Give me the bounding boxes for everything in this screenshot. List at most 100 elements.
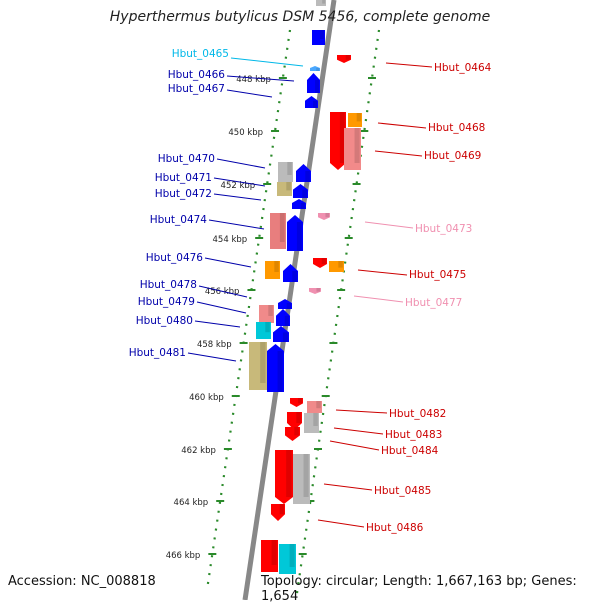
ruler-tick-label: 458 kbp: [197, 340, 232, 350]
gene-label-hbut-0481[interactable]: Hbut_0481: [129, 347, 186, 359]
forward-feature-shade: [316, 68, 320, 71]
gene-label-hbut-0486[interactable]: Hbut_0486: [366, 522, 424, 534]
reverse-feature-shape: [330, 112, 346, 170]
gene-leader-line: [329, 440, 380, 451]
gene-label-hbut-0473[interactable]: Hbut_0473: [415, 223, 472, 235]
gene-label-hbut-0484[interactable]: Hbut_0484: [381, 445, 439, 457]
forward-feature-shade: [305, 171, 310, 182]
gene-leader-line: [208, 219, 265, 230]
gene-label-hbut-0477[interactable]: Hbut_0477: [405, 297, 462, 309]
gene-label-hbut-0483[interactable]: Hbut_0483: [385, 429, 442, 441]
feature-khaki-shade: [260, 342, 266, 383]
forward-feature-shade: [315, 80, 319, 93]
forward-feature-shade: [302, 189, 307, 198]
gene-label-hbut-0476[interactable]: Hbut_0476: [146, 252, 204, 264]
gene-label-hbut-0475[interactable]: Hbut_0475: [409, 269, 466, 281]
reverse-feature-shape: [285, 427, 300, 441]
forward-feature: [312, 30, 325, 45]
forward-feature-shade: [284, 315, 289, 326]
reverse-feature: [271, 504, 285, 521]
gene-label-hbut-0474[interactable]: Hbut_0474: [150, 214, 208, 226]
gene-label-hbut-0470[interactable]: Hbut_0470: [158, 153, 215, 165]
feature-cyan-shape: [279, 544, 296, 574]
gene-leader-line: [216, 158, 266, 169]
forward-feature: [296, 164, 311, 182]
forward-feature-shade: [296, 222, 302, 251]
forward-feature-shade: [292, 271, 297, 282]
gene-label-hbut-0464[interactable]: Hbut_0464: [434, 62, 492, 74]
forward-feature-shade: [277, 351, 283, 392]
feature-grey-shade: [313, 413, 318, 426]
reverse-feature: [330, 112, 346, 170]
forward-feature: [287, 215, 303, 251]
feature-pink: [270, 213, 286, 249]
forward-feature-shape: [273, 326, 289, 342]
gene-label-hbut-0468[interactable]: Hbut_0468: [428, 122, 485, 134]
gene-label-hbut-0469[interactable]: Hbut_0469: [424, 150, 481, 162]
feature-grey-shape: [304, 413, 319, 433]
gene-leader-line: [353, 295, 404, 303]
gene-leader-line: [230, 57, 304, 67]
reverse-feature-shape: [337, 55, 351, 63]
ruler-tick-label: 450 kbp: [228, 128, 263, 138]
forward-feature-shade: [300, 203, 305, 209]
feature-cyan-shape: [256, 322, 271, 339]
feature-grey-shape: [278, 162, 293, 182]
ruler-tick-label: 466 kbp: [166, 551, 201, 561]
gene-label-hbut-0478[interactable]: Hbut_0478: [140, 279, 197, 291]
gene-label-hbut-0472[interactable]: Hbut_0472: [155, 188, 212, 200]
forward-feature-shape: [310, 66, 320, 71]
gene-label-hbut-0465[interactable]: Hbut_0465: [172, 48, 229, 60]
gene-leader-line: [226, 89, 273, 98]
feature-grey-shape: [316, 0, 326, 6]
trna-feature-shape: [265, 261, 280, 279]
gene-leader-line: [335, 409, 388, 414]
gene-label-hbut-0480[interactable]: Hbut_0480: [136, 315, 193, 327]
gene-leader-line: [213, 177, 266, 187]
forward-feature-shape: [267, 344, 284, 392]
forward-feature-shape: [307, 73, 320, 93]
ruler-tick-label: 452 kbp: [221, 181, 256, 191]
forward-feature-shape: [278, 299, 292, 309]
reverse-feature-shade: [316, 288, 321, 292]
gene-leader-line: [226, 75, 295, 82]
reverse-feature: [309, 288, 321, 294]
forward-feature: [273, 326, 289, 342]
gene-label-hbut-0482[interactable]: Hbut_0482: [389, 408, 446, 420]
forward-feature-shape: [312, 30, 325, 45]
reverse-feature: [337, 55, 351, 63]
reverse-feature: [290, 398, 303, 407]
gene-label-hbut-0466[interactable]: Hbut_0466: [168, 69, 226, 81]
reverse-feature: [261, 540, 278, 572]
feature-pink-shade: [316, 401, 321, 409]
ruler-tick-label: 454 kbp: [213, 235, 248, 245]
reverse-feature-shape: [309, 288, 321, 294]
reverse-feature: [275, 450, 293, 504]
feature-grey: [316, 0, 326, 6]
reverse-feature-shape: [261, 540, 278, 572]
gene-leader-line: [374, 150, 423, 157]
forward-feature-shape: [292, 199, 306, 209]
gene-label-hbut-0479[interactable]: Hbut_0479: [138, 296, 195, 308]
trna-feature-shape: [329, 261, 344, 272]
forward-feature: [305, 96, 318, 108]
reverse-feature-shade: [286, 450, 292, 497]
gene-leader-line: [317, 519, 365, 528]
gene-label-hbut-0471[interactable]: Hbut_0471: [155, 172, 212, 184]
reverse-feature-shade: [325, 213, 330, 218]
forward-feature: [293, 184, 308, 198]
reverse-feature-shape: [313, 258, 327, 268]
gene-label-hbut-0467[interactable]: Hbut_0467: [168, 83, 225, 95]
forward-feature-shape: [287, 215, 303, 251]
forward-feature-shade: [286, 303, 291, 309]
feature-grey-shade: [303, 454, 309, 497]
reverse-feature-shade: [345, 55, 350, 60]
ruler-tick-label: 460 kbp: [189, 393, 224, 403]
feature-pink: [307, 401, 322, 413]
forward-feature-shade: [320, 30, 324, 39]
gene-leader-line: [377, 122, 427, 129]
genome-title: Hyperthermus butylicus DSM 5456, complet…: [109, 9, 491, 25]
gene-label-hbut-0485[interactable]: Hbut_0485: [374, 485, 431, 497]
ruler-tick-label: 464 kbp: [174, 498, 209, 508]
feature-khaki: [277, 182, 292, 196]
